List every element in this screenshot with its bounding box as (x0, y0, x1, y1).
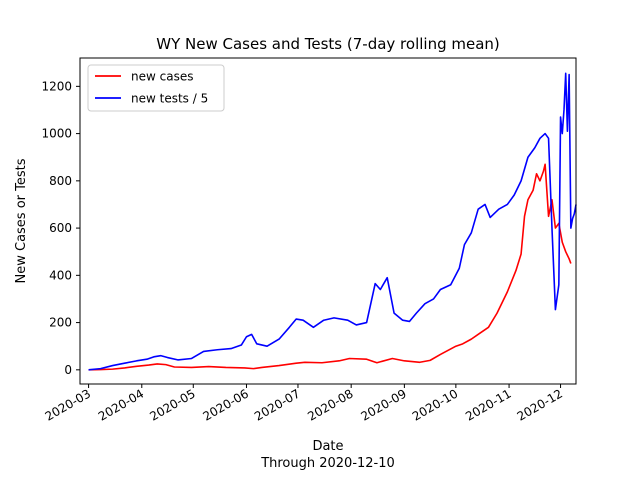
plot-frame (79, 57, 577, 385)
y-tick-label: 800 (49, 174, 72, 188)
plot-area (88, 72, 577, 371)
y-axis-label: New Cases or Tests (14, 158, 29, 283)
legend-box (87, 64, 225, 112)
y-tick-label: 600 (49, 221, 72, 235)
series-line-1 (88, 163, 572, 371)
y-tick-label: 200 (49, 316, 72, 330)
x-axis-sublabel: Through 2020-12-10 (260, 456, 395, 471)
chart-title: WY New Cases and Tests (7-day rolling me… (156, 35, 500, 53)
legend-label-1: new cases (131, 70, 193, 84)
y-tick-label: 1000 (41, 127, 72, 141)
x-axis-label: Date (312, 439, 343, 454)
y-tick-label: 1200 (41, 79, 72, 93)
series-line-2 (88, 72, 577, 371)
y-tick-label: 400 (49, 268, 72, 282)
y-axis: 0 200 400 600 800 1000 1200 (41, 79, 80, 377)
legend: new cases new tests / 5 (87, 64, 225, 112)
legend-label-2: new tests / 5 (131, 92, 208, 106)
y-tick-label: 0 (64, 363, 72, 377)
